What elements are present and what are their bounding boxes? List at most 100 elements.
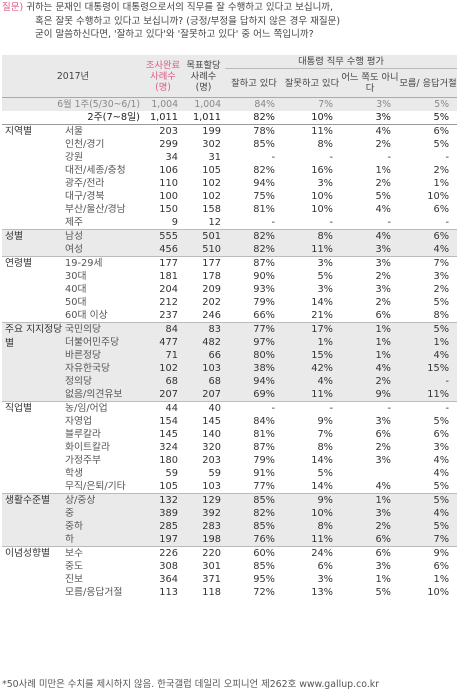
pct-bad: 6% <box>317 561 333 572</box>
row-label: 2주(7~8일) <box>2 111 144 125</box>
pct-good: 77% <box>253 481 275 492</box>
pct-good: 66% <box>253 310 275 321</box>
weighted-count: 371 <box>202 574 221 585</box>
table-row: 광주/전라 110 102 94% 3% 2% 1% <box>2 177 457 190</box>
weighted-count: 158 <box>202 204 221 215</box>
row-label: 40대 <box>65 284 87 295</box>
pct-bad: 11% <box>311 126 333 137</box>
surveyed-count: 102 <box>144 362 182 375</box>
surveyed-count: 110 <box>159 178 178 189</box>
table-row: 60대 이상 237 246 66% 21% 6% 8% <box>2 309 457 323</box>
pct-dk: 1% <box>433 178 450 189</box>
pct-bad: 3% <box>317 178 333 189</box>
pct-neutral: 2% <box>341 520 399 533</box>
pct-dk: 8% <box>433 310 450 321</box>
row-label: 정의당 <box>63 375 144 388</box>
surveyed-count: 203 <box>159 126 178 137</box>
pct-bad: 8% <box>283 520 341 533</box>
table-row: 대구/경북 100 102 75% 10% 5% 10% <box>2 190 457 203</box>
weighted-count: 83 <box>182 322 225 336</box>
header-weighted: 목표할당 사례수 (명) <box>182 55 225 98</box>
row-label: 30대 <box>65 271 87 282</box>
pct-dk: 5% <box>399 111 458 125</box>
pct-neutral: 1% <box>341 322 399 336</box>
pct-good: 84% <box>225 97 283 111</box>
pct-neutral: 4% <box>341 229 399 243</box>
row-label: 상/중상 <box>63 493 144 507</box>
surveyed-count: 106 <box>159 165 178 176</box>
pct-bad: 10% <box>283 507 341 520</box>
pct-neutral: 4% <box>341 362 399 375</box>
pct-good: 87% <box>225 256 283 270</box>
surveyed-count: 324 <box>159 442 178 453</box>
weighted-count: 118 <box>202 587 221 598</box>
pct-bad: 10% <box>311 204 333 215</box>
surveyed-count: 456 <box>144 243 182 257</box>
table-row: 40대 204 209 93% 3% 3% 2% <box>2 283 457 296</box>
pct-good: 91% <box>253 468 275 479</box>
table-row: 자유한국당 102 103 38% 42% 4% 15% <box>2 362 458 375</box>
row-label: 대전/세종/충청 <box>65 165 126 176</box>
pct-neutral: 6% <box>341 533 399 547</box>
surveyed-count: 34 <box>165 152 178 163</box>
pct-good: 94% <box>225 375 283 388</box>
pct-dk: 3% <box>433 271 450 282</box>
pct-good: 76% <box>225 533 283 547</box>
pct-bad: 9% <box>317 416 333 427</box>
pct-bad: 11% <box>283 388 341 402</box>
pct-good: - <box>225 401 283 415</box>
pct-dk: - <box>445 152 450 163</box>
pct-neutral: 1% <box>375 165 391 176</box>
row-label: 블루칼라 <box>65 429 102 440</box>
pct-bad: 10% <box>311 191 333 202</box>
surveyed-count: 177 <box>144 256 182 270</box>
weighted-count: 301 <box>202 561 221 572</box>
pct-bad: 9% <box>283 493 341 507</box>
weighted-count: 302 <box>202 139 221 150</box>
pct-bad: - <box>329 152 333 163</box>
table-row: 직업별 농/임/어업 44 40- - - - <box>2 401 458 494</box>
pct-dk: 1% <box>433 574 450 585</box>
pct-neutral: 3% <box>375 416 391 427</box>
row-label: 가정주부 <box>65 455 102 466</box>
pct-dk: 5% <box>433 416 450 427</box>
pct-neutral: 1% <box>375 574 391 585</box>
surveyed-count: 308 <box>159 561 178 572</box>
group-label: 지역별 <box>5 126 33 137</box>
row-label: 19-29세 <box>63 256 144 270</box>
header-neutral: 어느 쪽도 아니다 <box>341 68 399 98</box>
row-label: 중하 <box>63 520 144 533</box>
pct-dk: 6% <box>433 204 450 215</box>
surveyed-count: 285 <box>144 520 182 533</box>
pct-good: - <box>271 152 275 163</box>
table-row-current-wave: 2주(7~8일) 1,011 1,011 82% 10% 3% 5% <box>2 111 458 125</box>
pct-neutral: 2% <box>375 271 391 282</box>
weighted-count: 283 <box>182 520 225 533</box>
pct-dk: 9% <box>399 546 458 560</box>
row-label: 인천/경기 <box>65 139 105 150</box>
surveyed-count: 207 <box>144 388 182 402</box>
row-label: 6월 1주(5/30~6/1) <box>2 97 144 111</box>
group-label: 주요 지지정당별 <box>2 322 63 402</box>
pct-bad: 11% <box>283 533 341 547</box>
table-row: 지역별 서울 203 199 78% 11% 4% 6% <box>2 125 457 139</box>
surveyed-count: 204 <box>159 284 178 295</box>
pct-good: 94% <box>253 178 275 189</box>
row-label: 무직/은퇴/기타 <box>65 481 126 492</box>
table-row: 대전/세종/충청 106 105 82% 16% 1% 2% <box>2 164 457 177</box>
row-label: 60대 이상 <box>65 310 108 321</box>
pct-neutral: 3% <box>341 111 399 125</box>
pct-good: 85% <box>225 493 283 507</box>
pct-good: 82% <box>225 243 283 257</box>
question-line: 질문) 귀하는 문재인 대통령이 대통령으로서의 직무를 잘 수행하고 있다고 … <box>2 2 334 13</box>
pct-dk: - <box>445 217 450 228</box>
group-label: 성별 <box>2 229 63 257</box>
pct-dk: 4% <box>399 243 458 257</box>
weighted-count: 203 <box>202 455 221 466</box>
surveyed-count: 180 <box>159 455 178 466</box>
surveyed-count: 1,011 <box>144 111 182 125</box>
weighted-count: 59 <box>208 468 221 479</box>
surveyed-count: 364 <box>159 574 178 585</box>
pct-good: 87% <box>253 442 275 453</box>
table-row: 무직/은퇴/기타 105 103 77% 14% 4% 5% <box>2 480 457 494</box>
